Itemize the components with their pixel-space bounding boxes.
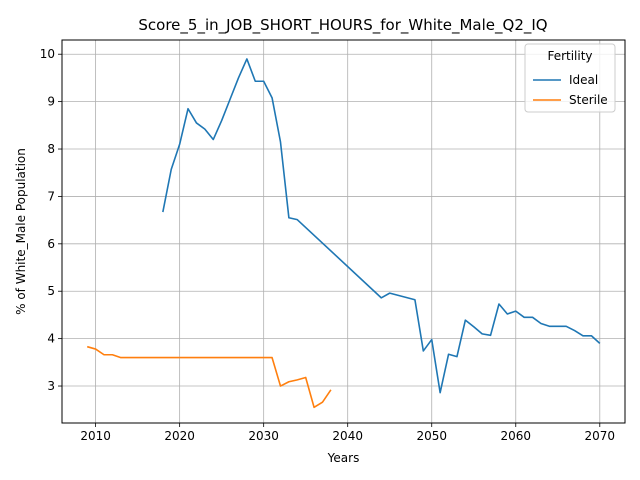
plot-frame	[61, 39, 626, 424]
x-tick-label: 2030	[248, 429, 279, 443]
legend-label-ideal: Ideal	[569, 73, 598, 87]
y-tick-label: 7	[47, 189, 55, 203]
x-tick-label: 2070	[585, 429, 616, 443]
chart-title: Score_5_in_JOB_SHORT_HOURS_for_White_Mal…	[138, 16, 547, 35]
y-tick-label: 9	[47, 95, 55, 109]
x-tick-label: 2040	[332, 429, 363, 443]
series-line-sterile	[86, 345, 332, 409]
legend-label-sterile: Sterile	[569, 93, 608, 107]
x-tick-label: 2010	[80, 429, 111, 443]
y-tick-label: 5	[47, 284, 55, 298]
series-line-ideal	[162, 58, 601, 394]
series-layer	[86, 58, 601, 409]
legend-title: Fertility	[547, 49, 592, 63]
legend-box	[524, 43, 616, 113]
x-tick-label: 2060	[500, 429, 531, 443]
legend-items: Ideal Sterile	[533, 73, 608, 107]
y-tick-label: 3	[47, 379, 55, 393]
y-tick-label: 6	[47, 237, 55, 251]
axis-ticks: 2010 2020 2030 2040 2050 2060 2070 3 4 5 6 7 8 9 10	[40, 47, 615, 443]
legend: Fertility Ideal Sterile	[524, 43, 616, 113]
y-tick-label: 10	[40, 47, 55, 61]
x-tick-label: 2050	[416, 429, 447, 443]
x-axis-label: Years	[327, 451, 360, 465]
y-axis-label: % of White_Male Population	[14, 148, 28, 315]
y-tick-label: 8	[47, 142, 55, 156]
y-tick-label: 4	[47, 332, 55, 346]
x-tick-label: 2020	[164, 429, 195, 443]
